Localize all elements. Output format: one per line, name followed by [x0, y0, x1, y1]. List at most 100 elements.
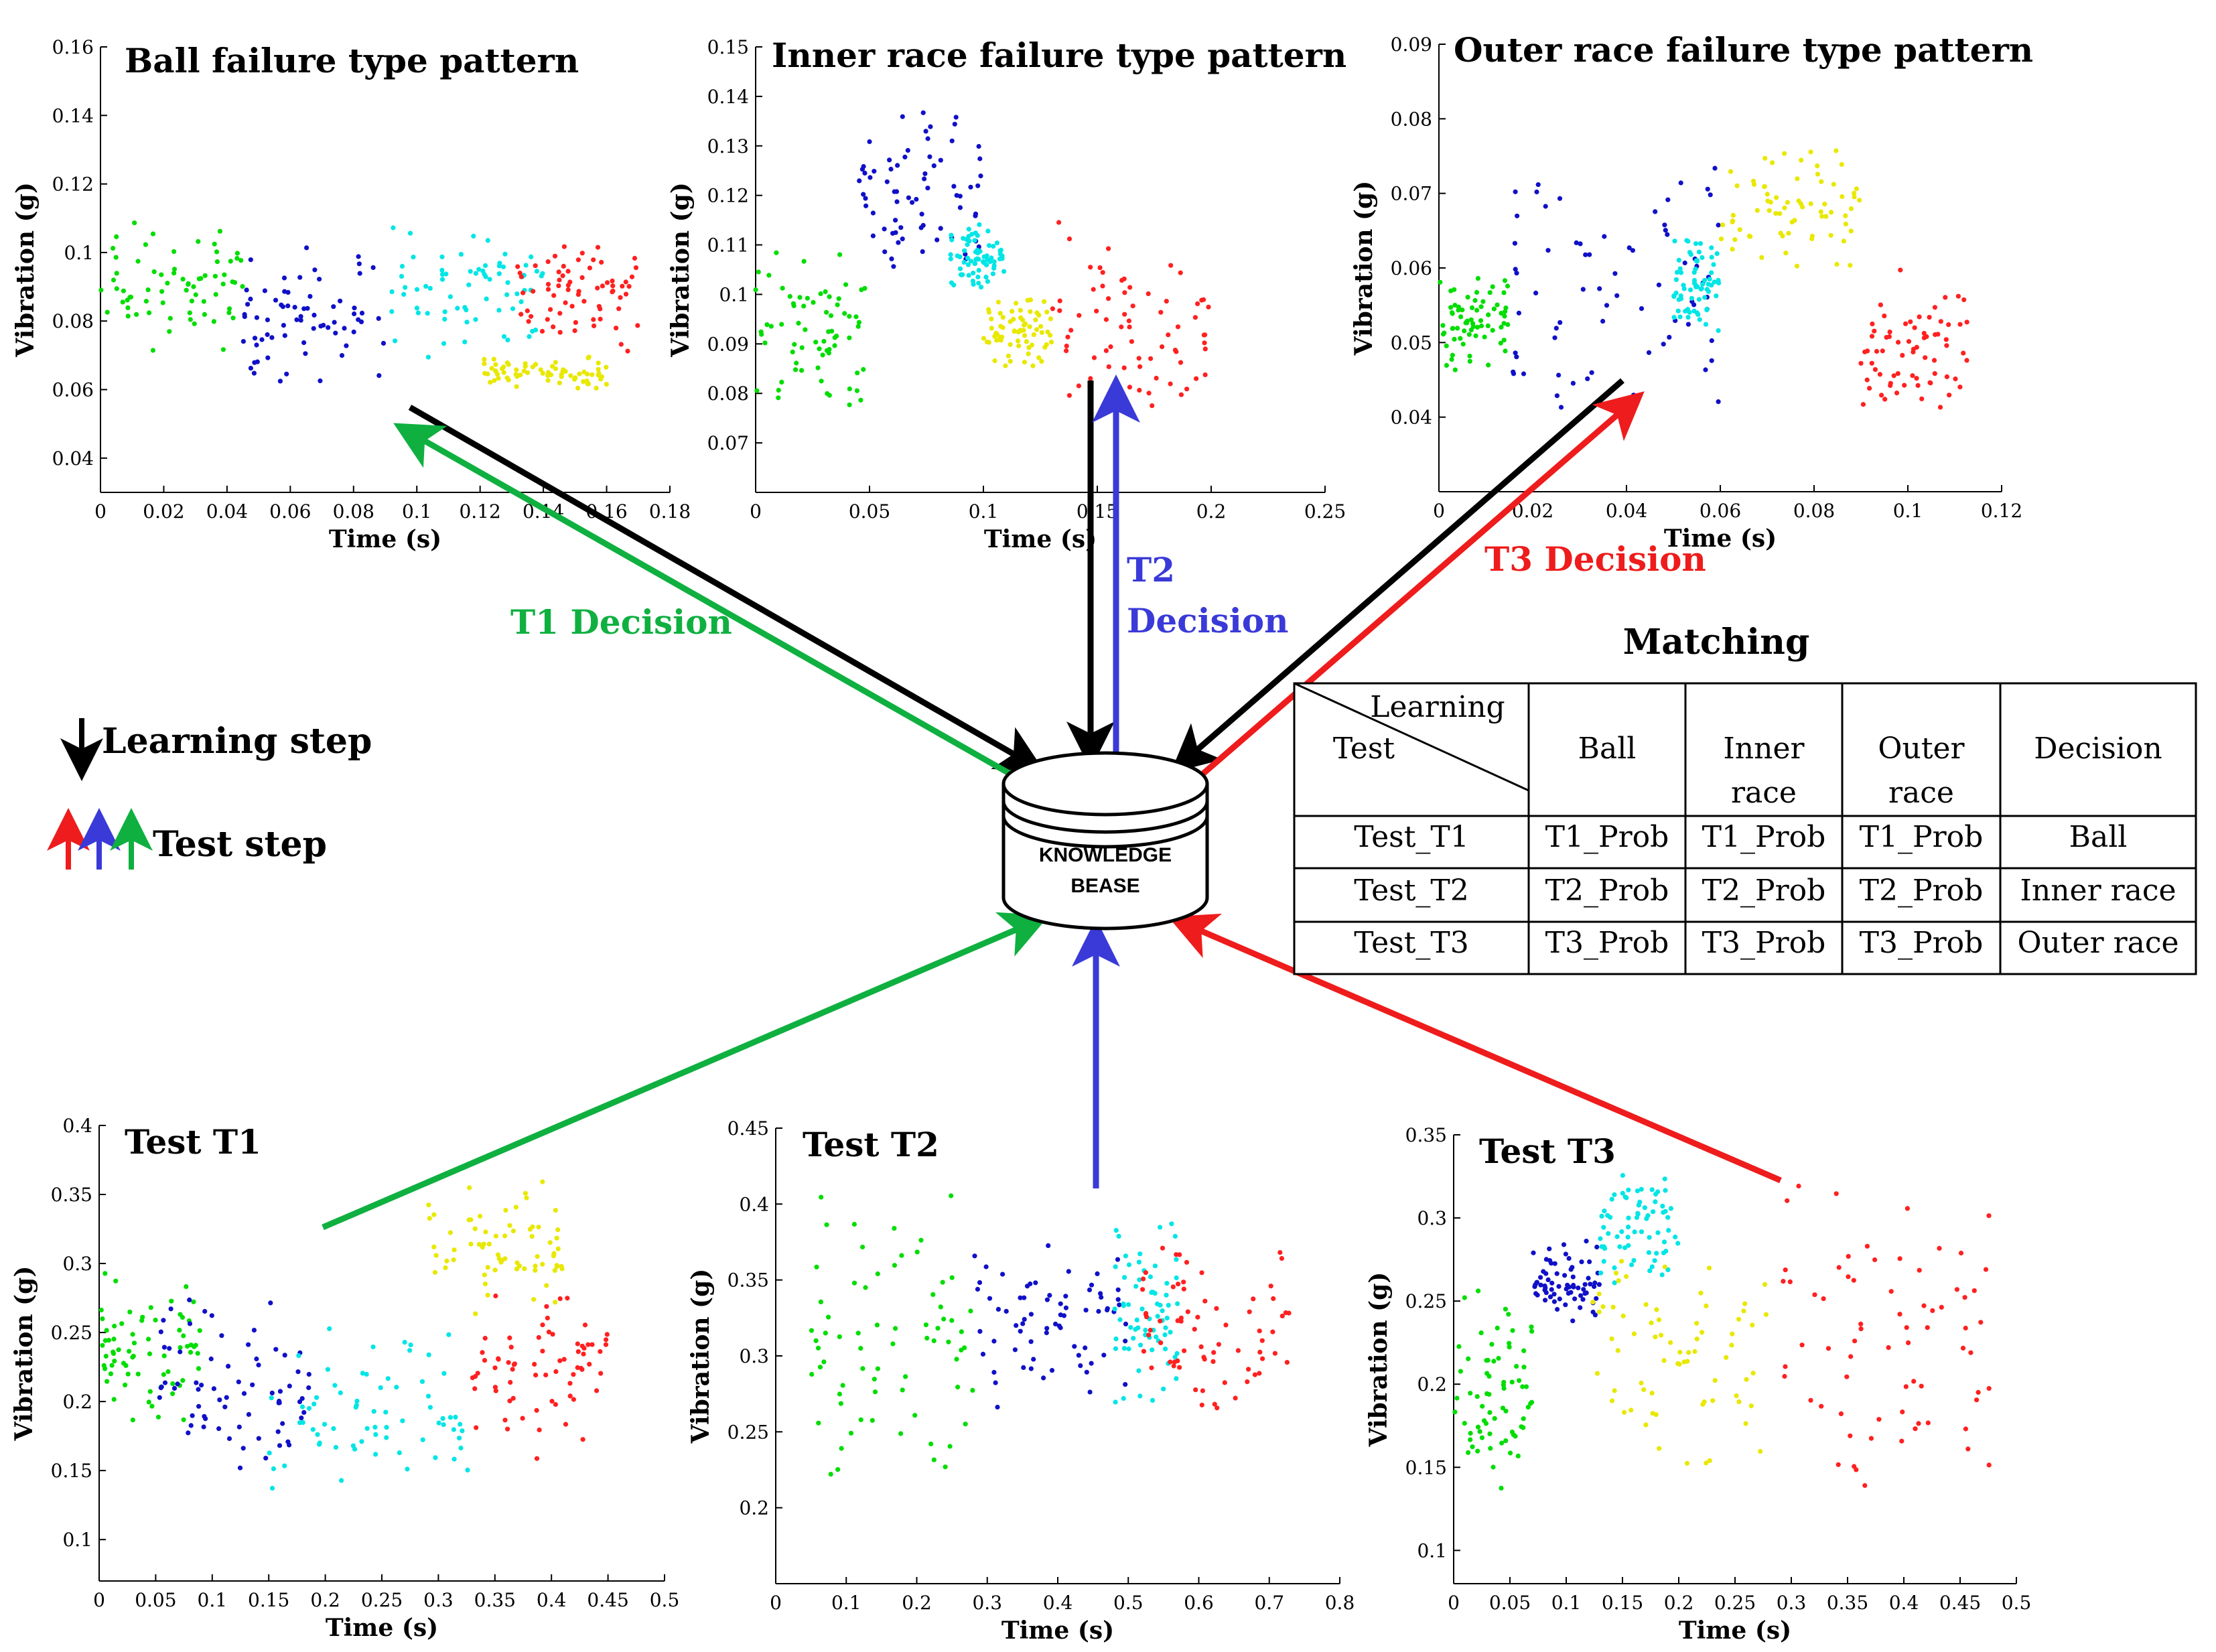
data-point — [193, 292, 198, 297]
data-point — [824, 1222, 829, 1227]
data-point — [314, 1395, 320, 1400]
table-cell: T3_Prob — [1702, 926, 1826, 960]
data-point — [1024, 1284, 1030, 1289]
data-point — [1133, 1284, 1139, 1289]
data-point — [400, 1418, 405, 1424]
table-header: Decision — [2034, 732, 2162, 766]
data-point — [957, 205, 963, 210]
y-tick-label: 0.35 — [51, 1184, 92, 1206]
data-point — [1732, 237, 1738, 243]
data-point — [1476, 1288, 1481, 1294]
data-point — [510, 1367, 515, 1372]
data-point — [191, 284, 196, 289]
data-point — [1127, 285, 1133, 290]
data-point — [1121, 1303, 1126, 1308]
data-point — [581, 379, 586, 385]
data-point — [1639, 1186, 1644, 1192]
data-point — [575, 1349, 581, 1355]
data-point — [1962, 1295, 1967, 1300]
data-point — [1083, 1345, 1088, 1351]
table-cell: T1_Prob — [1545, 820, 1669, 854]
data-point — [582, 1322, 588, 1328]
data-point — [1869, 360, 1874, 366]
data-point — [1666, 1228, 1671, 1233]
data-point — [1662, 1264, 1667, 1269]
data-point — [872, 1389, 878, 1395]
data-point — [925, 186, 930, 191]
data-point — [1137, 364, 1143, 369]
data-point — [338, 1390, 343, 1395]
data-point — [1620, 1190, 1625, 1196]
data-point — [1158, 1340, 1164, 1345]
data-point — [1762, 1282, 1768, 1287]
data-point — [1126, 318, 1131, 324]
data-point — [119, 1321, 125, 1326]
data-point — [212, 273, 218, 279]
table-corner-learning: Learning — [1370, 690, 1505, 724]
data-point — [815, 1345, 821, 1351]
data-point — [427, 1405, 433, 1410]
data-point — [1777, 211, 1783, 216]
data-point — [779, 379, 784, 385]
data-point — [1474, 324, 1480, 330]
data-point — [1480, 1403, 1485, 1409]
data-point — [1795, 176, 1800, 182]
data-point — [1653, 1412, 1659, 1418]
data-point — [273, 297, 279, 303]
data-point — [1058, 1301, 1063, 1306]
data-point — [1596, 1291, 1602, 1297]
data-point — [506, 1360, 511, 1365]
data-point — [553, 1369, 559, 1374]
data-point — [515, 264, 521, 269]
data-point — [1655, 1189, 1661, 1194]
data-point — [1160, 1308, 1165, 1314]
data-point — [1894, 391, 1900, 396]
data-point — [525, 308, 530, 314]
data-point — [581, 369, 587, 374]
data-point — [976, 281, 981, 286]
data-point — [234, 256, 240, 261]
table-cell: Ball — [2069, 820, 2128, 854]
data-point — [518, 312, 524, 317]
decision-arrow-t1 — [393, 423, 1020, 781]
data-point — [111, 1351, 117, 1357]
data-point — [1121, 365, 1127, 370]
data-point — [819, 1194, 824, 1200]
data-point — [1947, 393, 1952, 398]
data-point — [780, 285, 785, 291]
data-point — [931, 1338, 937, 1343]
data-point — [587, 265, 593, 271]
data-point — [1568, 1290, 1574, 1295]
data-point — [544, 1283, 549, 1288]
data-point — [1113, 1399, 1118, 1405]
data-point — [1930, 1308, 1935, 1313]
data-point — [103, 1353, 109, 1359]
data-point — [550, 1332, 555, 1337]
data-point — [973, 213, 978, 218]
data-point — [506, 362, 511, 367]
data-point — [432, 1269, 438, 1275]
data-point — [1917, 1267, 1922, 1273]
x-tick-label: 0.25 — [1714, 1592, 1756, 1614]
data-point — [356, 261, 362, 267]
data-point — [1554, 1271, 1560, 1276]
data-point — [1134, 1317, 1139, 1322]
data-point — [1495, 1325, 1500, 1330]
data-point — [1068, 328, 1074, 333]
data-point — [462, 339, 468, 344]
data-point — [1041, 1375, 1046, 1381]
data-point — [426, 1202, 431, 1208]
data-point — [1698, 240, 1704, 247]
data-point — [1798, 201, 1803, 206]
data-point — [265, 317, 270, 323]
table-cell: T2_Prob — [1702, 874, 1826, 908]
data-point — [1707, 277, 1712, 282]
data-point — [949, 232, 954, 238]
series-t1-4 — [470, 1293, 610, 1461]
data-point — [277, 1389, 283, 1394]
x-tick-label: 0.06 — [1700, 500, 1741, 522]
data-point — [826, 1314, 831, 1320]
data-point — [1141, 1276, 1146, 1282]
data-point — [1061, 1313, 1066, 1318]
data-point — [1534, 1280, 1539, 1286]
